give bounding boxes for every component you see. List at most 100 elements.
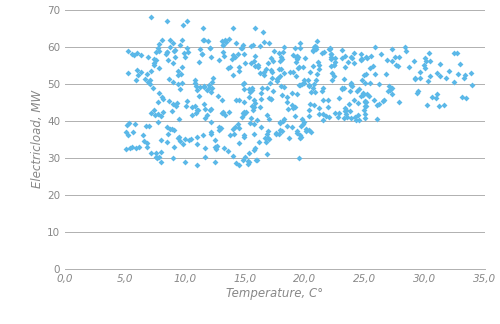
Point <box>242 61 250 66</box>
Point <box>288 90 296 95</box>
Point <box>342 114 350 119</box>
Point <box>320 97 328 102</box>
Point <box>272 132 280 137</box>
Point <box>375 102 383 107</box>
Point <box>170 40 177 45</box>
Point <box>313 71 321 76</box>
Point <box>244 159 252 164</box>
Point <box>363 91 371 96</box>
Point <box>461 72 469 77</box>
Point <box>155 155 163 160</box>
Point <box>188 105 196 110</box>
Point <box>201 115 209 120</box>
Point <box>260 70 268 75</box>
Point <box>280 117 288 122</box>
Point <box>314 112 322 117</box>
Point <box>341 54 349 59</box>
Point <box>424 79 432 84</box>
Point <box>330 63 338 68</box>
Point <box>206 45 214 51</box>
Point <box>280 70 288 75</box>
Point <box>172 47 179 52</box>
Point <box>278 129 286 134</box>
Point <box>166 37 174 42</box>
Point <box>232 97 239 102</box>
Point <box>154 99 162 104</box>
Point <box>218 98 226 103</box>
Point <box>200 83 208 88</box>
Point <box>467 70 475 75</box>
Point <box>157 159 165 164</box>
Point <box>214 58 222 63</box>
Point <box>365 94 373 99</box>
Point <box>218 111 226 116</box>
Point <box>452 51 460 56</box>
Point <box>240 134 248 139</box>
Point <box>296 124 304 129</box>
Point <box>200 85 207 90</box>
Point <box>298 117 306 122</box>
Point <box>250 132 258 137</box>
Point <box>169 60 177 65</box>
Point <box>174 82 182 87</box>
Point <box>328 56 336 61</box>
Point <box>230 126 237 131</box>
Point <box>132 146 140 151</box>
Point <box>154 111 162 116</box>
Point <box>338 55 346 61</box>
Point <box>212 146 220 151</box>
Point <box>310 47 318 52</box>
Point <box>182 99 190 104</box>
Point <box>266 80 274 86</box>
Point <box>350 50 358 55</box>
Point <box>347 80 355 86</box>
Point <box>225 110 233 115</box>
Point <box>234 121 241 126</box>
Point <box>348 83 356 88</box>
Point <box>388 58 396 64</box>
Point <box>232 40 240 45</box>
Point <box>371 72 379 77</box>
Point <box>193 108 201 113</box>
Point <box>383 58 391 63</box>
Point <box>276 74 284 79</box>
Point <box>244 158 252 163</box>
Point <box>358 56 366 61</box>
Point <box>366 65 374 70</box>
Point <box>240 52 248 57</box>
Point <box>246 87 254 92</box>
Point <box>147 68 155 74</box>
Point <box>312 44 320 50</box>
Point <box>234 64 242 70</box>
Point <box>312 77 320 82</box>
Point <box>144 54 152 59</box>
Point <box>434 103 442 109</box>
Point <box>240 112 248 117</box>
Point <box>276 127 284 133</box>
Point <box>251 146 259 151</box>
Point <box>354 112 362 118</box>
Point <box>304 78 312 83</box>
Point <box>316 62 324 67</box>
Point <box>240 86 248 91</box>
Point <box>405 64 413 70</box>
Point <box>247 44 255 49</box>
Point <box>392 62 400 67</box>
Point <box>155 48 163 53</box>
Point <box>150 108 158 113</box>
Point <box>240 133 248 138</box>
Point <box>240 157 248 162</box>
Point <box>224 65 232 70</box>
Point <box>132 50 140 55</box>
Point <box>228 56 236 61</box>
Point <box>362 54 370 59</box>
Point <box>318 88 326 94</box>
Point <box>174 134 182 139</box>
Point <box>229 26 237 31</box>
Point <box>362 56 370 61</box>
Point <box>346 109 354 114</box>
Point <box>275 66 283 71</box>
Point <box>186 137 194 142</box>
Point <box>240 43 248 48</box>
Point <box>318 117 326 122</box>
